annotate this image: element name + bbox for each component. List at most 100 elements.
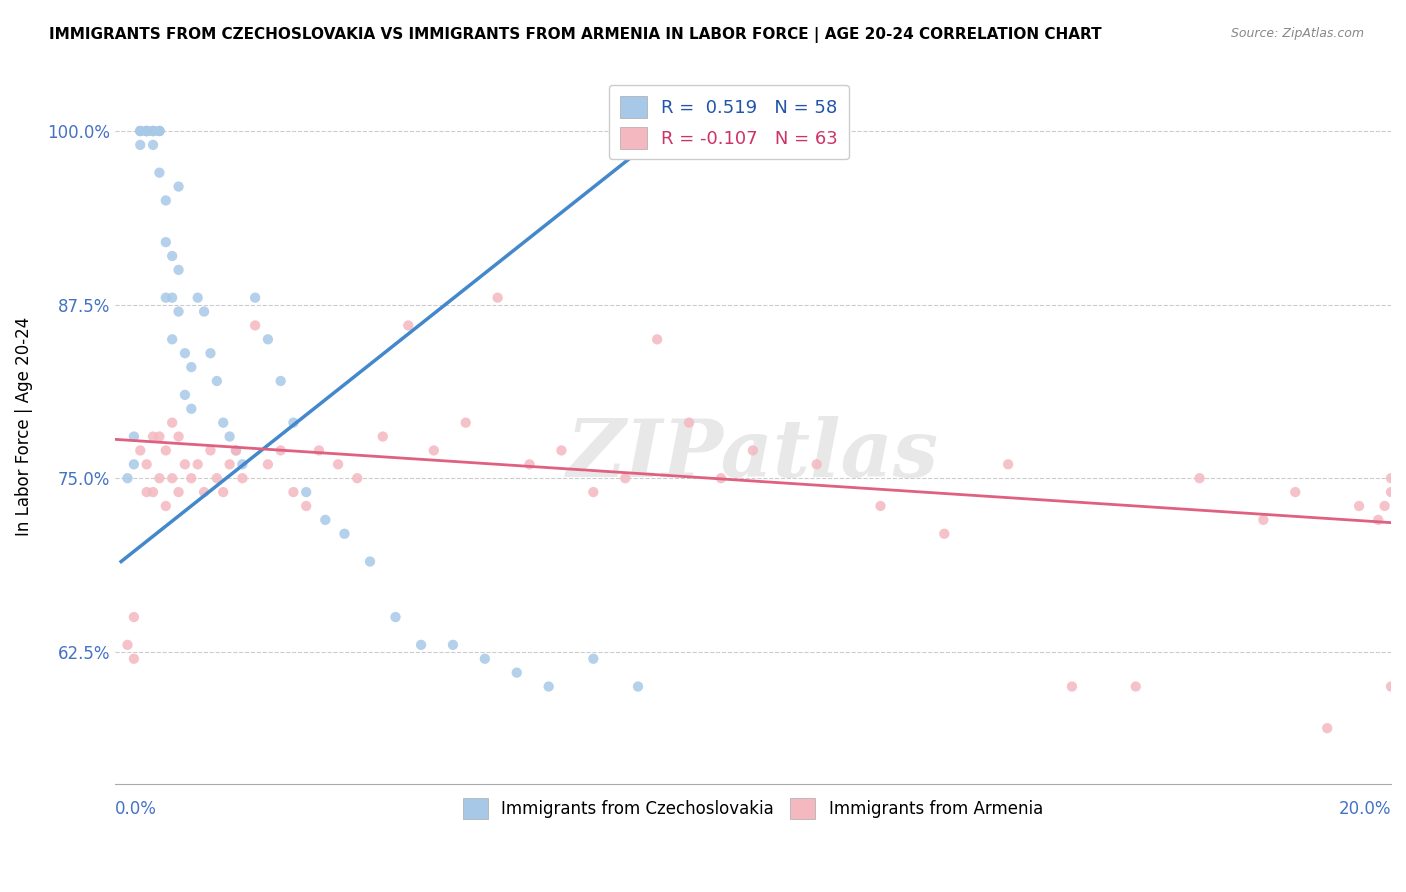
Point	[160, 471, 183, 485]
Point	[135, 485, 157, 500]
Point	[295, 485, 318, 500]
Point	[218, 458, 240, 472]
Point	[135, 124, 157, 138]
Point	[454, 416, 477, 430]
Point	[225, 443, 247, 458]
Point	[160, 332, 183, 346]
Point	[155, 235, 177, 249]
Point	[1316, 721, 1339, 735]
Point	[614, 471, 637, 485]
Text: IMMIGRANTS FROM CZECHOSLOVAKIA VS IMMIGRANTS FROM ARMENIA IN LABOR FORCE | AGE 2: IMMIGRANTS FROM CZECHOSLOVAKIA VS IMMIGR…	[49, 27, 1102, 43]
Point	[506, 665, 529, 680]
Point	[135, 458, 157, 472]
Point	[160, 416, 183, 430]
Point	[122, 458, 145, 472]
Text: ZIPatlas: ZIPatlas	[567, 416, 939, 493]
Point	[270, 374, 292, 388]
Point	[180, 360, 202, 375]
Point	[1125, 680, 1147, 694]
Point	[997, 458, 1019, 472]
Point	[155, 443, 177, 458]
Point	[129, 443, 152, 458]
Point	[148, 124, 170, 138]
Point	[155, 499, 177, 513]
Point	[167, 429, 190, 443]
Point	[142, 429, 165, 443]
Point	[225, 443, 247, 458]
Point	[243, 291, 266, 305]
Point	[174, 346, 197, 360]
Point	[167, 263, 190, 277]
Point	[212, 416, 235, 430]
Point	[122, 429, 145, 443]
Point	[1374, 499, 1396, 513]
Point	[122, 610, 145, 624]
Point	[346, 471, 368, 485]
Point	[1367, 513, 1389, 527]
Point	[142, 124, 165, 138]
Point	[231, 458, 253, 472]
Point	[441, 638, 464, 652]
Point	[257, 458, 280, 472]
Point	[160, 291, 183, 305]
Point	[148, 166, 170, 180]
Point	[645, 332, 668, 346]
Point	[295, 499, 318, 513]
Point	[205, 471, 228, 485]
Point	[142, 124, 165, 138]
Y-axis label: In Labor Force | Age 20-24: In Labor Force | Age 20-24	[15, 317, 32, 536]
Point	[582, 485, 605, 500]
Text: 20.0%: 20.0%	[1339, 800, 1391, 818]
Point	[135, 124, 157, 138]
Point	[148, 429, 170, 443]
Legend: Immigrants from Czechoslovakia, Immigrants from Armenia: Immigrants from Czechoslovakia, Immigran…	[456, 792, 1050, 825]
Point	[200, 443, 222, 458]
Point	[371, 429, 394, 443]
Point	[270, 443, 292, 458]
Point	[142, 485, 165, 500]
Point	[135, 124, 157, 138]
Point	[806, 458, 828, 472]
Point	[193, 485, 215, 500]
Point	[160, 249, 183, 263]
Point	[741, 443, 763, 458]
Point	[486, 291, 509, 305]
Point	[1379, 485, 1402, 500]
Point	[200, 346, 222, 360]
Point	[550, 443, 572, 458]
Point	[122, 652, 145, 666]
Point	[326, 458, 349, 472]
Point	[187, 291, 209, 305]
Point	[174, 458, 197, 472]
Point	[869, 499, 891, 513]
Point	[396, 318, 419, 333]
Point	[243, 318, 266, 333]
Point	[142, 124, 165, 138]
Text: 0.0%: 0.0%	[115, 800, 156, 818]
Point	[333, 526, 356, 541]
Point	[423, 443, 446, 458]
Point	[678, 416, 700, 430]
Point	[129, 124, 152, 138]
Point	[155, 291, 177, 305]
Point	[205, 374, 228, 388]
Point	[384, 610, 406, 624]
Point	[174, 388, 197, 402]
Point	[129, 124, 152, 138]
Point	[135, 124, 157, 138]
Point	[212, 485, 235, 500]
Point	[148, 471, 170, 485]
Point	[117, 471, 139, 485]
Point	[231, 471, 253, 485]
Text: Source: ZipAtlas.com: Source: ZipAtlas.com	[1230, 27, 1364, 40]
Point	[148, 124, 170, 138]
Point	[148, 124, 170, 138]
Point	[129, 137, 152, 152]
Point	[314, 513, 336, 527]
Point	[474, 652, 496, 666]
Point	[167, 304, 190, 318]
Point	[129, 124, 152, 138]
Point	[519, 458, 541, 472]
Point	[359, 555, 381, 569]
Point	[1379, 471, 1402, 485]
